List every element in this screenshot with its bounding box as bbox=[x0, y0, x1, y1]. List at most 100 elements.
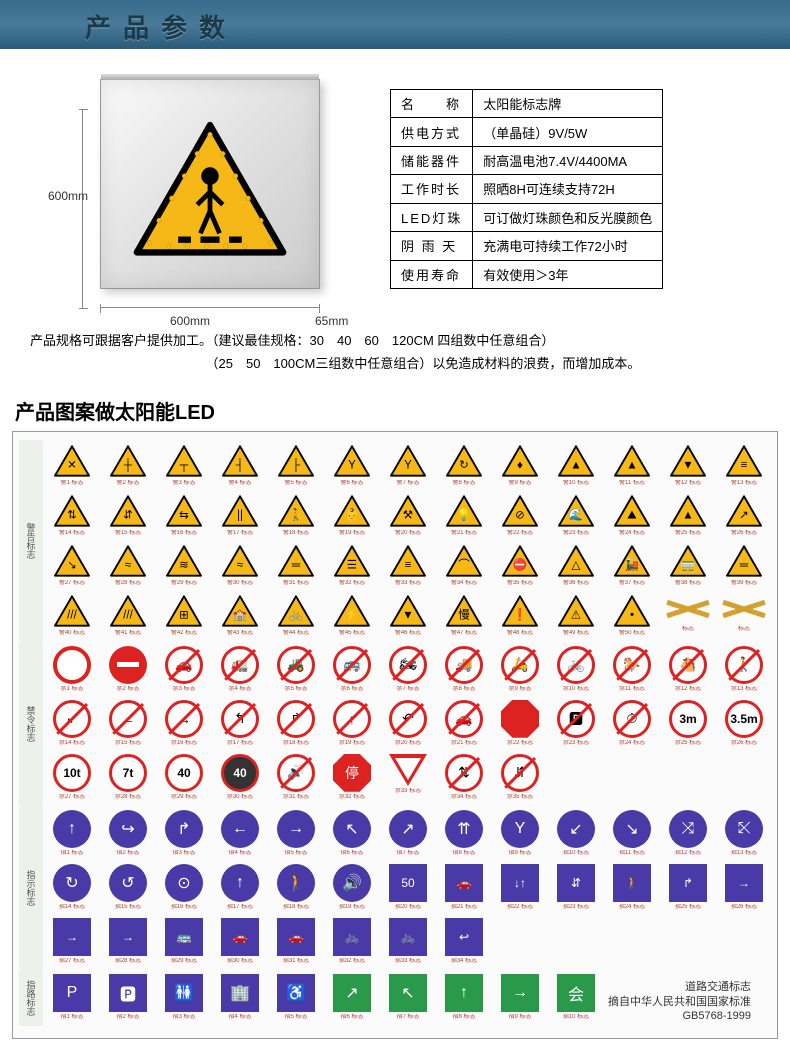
svg-text:═: ═ bbox=[739, 560, 749, 572]
mandatory-sign-icon: 🚲指32 标志 bbox=[327, 918, 377, 966]
mandatory-sign-icon: ↓↑指22 标志 bbox=[495, 864, 545, 912]
svg-text:🚃: 🚃 bbox=[681, 560, 695, 572]
spec-row: 使用寿命有效使用＞3年 bbox=[391, 260, 663, 288]
spec-row: 名 称太阳能标志牌 bbox=[391, 90, 663, 118]
spec-row: 储能器件耐高温电池7.4V/4400MA bbox=[391, 146, 663, 174]
mandatory-sign-icon: ↑指1 标志 bbox=[47, 810, 97, 858]
warning-sign-icon: ↘警27 标志 bbox=[47, 544, 97, 588]
prohib-sign-icon: →禁16 标志 bbox=[159, 700, 209, 748]
warning-sign-icon: ▲警25 标志 bbox=[663, 494, 713, 538]
prohib-sign-icon: 3.5m禁26 标志 bbox=[719, 700, 769, 748]
spec-note: 产品规格可跟据客户提供加工。（建议最佳规格：30 40 60 120CM 四组数… bbox=[0, 309, 790, 386]
warning-sign-icon: ❗警48 标志 bbox=[495, 594, 545, 638]
svg-text:🌊: 🌊 bbox=[569, 508, 583, 522]
svg-text:≡: ≡ bbox=[405, 560, 412, 572]
mandatory-sign-icon: ⇵指23 标志 bbox=[551, 864, 601, 912]
mandatory-sign-icon: ⇈指8 标志 bbox=[439, 810, 489, 858]
warning-sign-icon: ↗警26 标志 bbox=[719, 494, 769, 538]
svg-text:///: /// bbox=[123, 610, 133, 622]
prohib-sign-icon: 🚶禁13 标志 bbox=[719, 646, 769, 694]
spec-key: 储能器件 bbox=[391, 146, 473, 174]
warning-sign-icon: ⚡警45 标志 bbox=[327, 594, 377, 638]
svg-text:Y: Y bbox=[404, 460, 412, 472]
prohib-sign-icon: 🚗禁21 标志 bbox=[439, 700, 489, 748]
warning-sign-icon: ⚠警49 标志 bbox=[551, 594, 601, 638]
dim-width: 600mm bbox=[170, 314, 210, 328]
svg-text:✕: ✕ bbox=[67, 460, 77, 472]
rail-crossing-icon: 标志 bbox=[663, 594, 713, 638]
warning-sign-icon: 🚶警18 标志 bbox=[271, 494, 321, 538]
svg-text:≋: ≋ bbox=[179, 560, 189, 572]
spec-key: LED灯珠 bbox=[391, 203, 473, 231]
prohib-sign-icon: 🚌禁6 标志 bbox=[327, 646, 377, 694]
dim-depth: 65mm bbox=[315, 314, 348, 328]
dim-height: 600mm bbox=[48, 189, 88, 203]
mandatory-sign-icon: ⤨指12 标志 bbox=[663, 810, 713, 858]
warning-sign-icon: ▼警12 标志 bbox=[663, 444, 713, 488]
warning-sign-icon: ═警39 标志 bbox=[719, 544, 769, 588]
warning-sign-icon: ┤警4 标志 bbox=[215, 444, 265, 488]
row-label-guide: 指路标志 bbox=[19, 970, 43, 1026]
prohib-grid: 禁1 标志禁2 标志🚗禁3 标志🚛禁4 标志🚜禁5 标志🚌禁6 标志🏍禁7 标志… bbox=[47, 642, 771, 806]
warning-sign-icon: △警36 标志 bbox=[551, 544, 601, 588]
prohib-sign-icon: 🏍禁7 标志 bbox=[383, 646, 433, 694]
svg-text:⇆: ⇆ bbox=[179, 510, 189, 522]
mandatory-sign-icon: Y指9 标志 bbox=[495, 810, 545, 858]
mandatory-sign-icon: ↱指25 标志 bbox=[663, 864, 713, 912]
prohib-sign-icon: 🚲禁10 标志 bbox=[551, 646, 601, 694]
warning-sign-icon: ⊞警42 标志 bbox=[159, 594, 209, 638]
prohib-sign-icon: 🔊禁31 标志 bbox=[271, 754, 321, 802]
spec-row: 供电方式（单晶硅）9V/5W bbox=[391, 118, 663, 146]
mandatory-grid: ↑指1 标志↪指2 标志↱指3 标志←指4 标志→指5 标志↖指6 标志↗指7 … bbox=[47, 806, 771, 970]
prohib-sign-icon: 禁1 标志 bbox=[47, 646, 97, 694]
mandatory-sign-icon: →指28 标志 bbox=[103, 918, 153, 966]
warning-sign-icon: Y警6 标志 bbox=[327, 444, 377, 488]
mandatory-sign-icon: 🚶指24 标志 bbox=[607, 864, 657, 912]
svg-text:┬: ┬ bbox=[179, 460, 189, 473]
warning-sign-icon: ⛰警24 标志 bbox=[607, 494, 657, 538]
guide-sign-icon: ↗指6 标志 bbox=[327, 974, 377, 1022]
warning-sign-icon: 💡警21 标志 bbox=[439, 494, 489, 538]
prohib-sign-icon: 40禁29 标志 bbox=[159, 754, 209, 802]
svg-text:⇅: ⇅ bbox=[67, 510, 77, 522]
warning-sign-icon: ≋警29 标志 bbox=[159, 544, 209, 588]
mandatory-sign-icon: 🚗指21 标志 bbox=[439, 864, 489, 912]
mandatory-sign-icon: ⊙指16 标志 bbox=[159, 864, 209, 912]
mandatory-sign-icon: 50指20 标志 bbox=[383, 864, 433, 912]
prohib-sign-icon: 禁22 标志 bbox=[495, 700, 545, 748]
chart-footer: 道路交通标志 摘自中华人民共和国国家标准GB5768-1999 bbox=[601, 972, 771, 1023]
svg-text:≈: ≈ bbox=[237, 560, 244, 572]
spec-key: 供电方式 bbox=[391, 118, 473, 146]
page-title: 产品参数 bbox=[85, 13, 237, 43]
svg-text:慢: 慢 bbox=[458, 609, 470, 622]
warning-sign-icon: ↻警8 标志 bbox=[439, 444, 489, 488]
warning-sign-icon: ▲警11 标志 bbox=[607, 444, 657, 488]
warning-sign-icon: ⇵警15 标志 bbox=[103, 494, 153, 538]
section2-title: 产品图案做太阳能LED bbox=[0, 386, 790, 431]
warning-sign-icon: •警50 标志 bbox=[607, 594, 657, 638]
guide-sign-icon: ♿指5 标志 bbox=[271, 974, 321, 1022]
warning-sign-icon: ⌒警34 标志 bbox=[439, 544, 489, 588]
svg-text:⛔: ⛔ bbox=[513, 558, 527, 572]
prohib-sign-icon: 40禁30 标志 bbox=[215, 754, 265, 802]
svg-text:⊘: ⊘ bbox=[515, 510, 525, 522]
mandatory-sign-icon: ⤪指13 标志 bbox=[719, 810, 769, 858]
svg-text:▲: ▲ bbox=[570, 460, 581, 472]
row-label-warning: 警告标志 bbox=[19, 440, 43, 642]
mandatory-sign-icon: →指5 标志 bbox=[271, 810, 321, 858]
mandatory-sign-icon: ↺指15 标志 bbox=[103, 864, 153, 912]
svg-text:•: • bbox=[630, 610, 634, 622]
header-bar: 产品参数 bbox=[0, 0, 790, 49]
warning-sign-icon: 👶警19 标志 bbox=[327, 494, 377, 538]
spec-val: 耐高温电池7.4V/4400MA bbox=[473, 146, 663, 174]
svg-text:///: /// bbox=[67, 610, 77, 622]
warning-sign-icon: ♦警9 标志 bbox=[495, 444, 545, 488]
guide-sign-icon: ↖指7 标志 bbox=[383, 974, 433, 1022]
prohib-sign-icon: ⇅禁34 标志 bbox=[439, 754, 489, 802]
warning-sign-icon: ⛔警35 标志 bbox=[495, 544, 545, 588]
svg-text:🚶: 🚶 bbox=[289, 508, 303, 522]
svg-text:⚒: ⚒ bbox=[403, 510, 414, 522]
mandatory-sign-icon: ↪指2 标志 bbox=[103, 810, 153, 858]
prohib-sign-icon: ↰禁17 标志 bbox=[215, 700, 265, 748]
prohib-sign-icon: ⏱禁24 标志 bbox=[607, 700, 657, 748]
